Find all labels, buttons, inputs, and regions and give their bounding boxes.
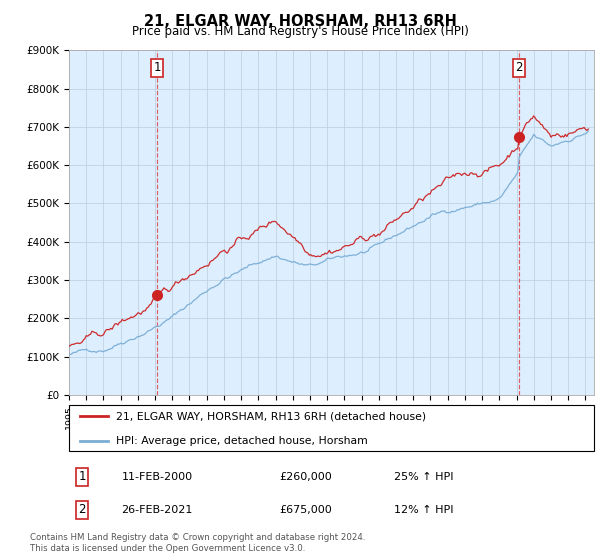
Text: 25% ↑ HPI: 25% ↑ HPI xyxy=(395,472,454,482)
Text: 26-FEB-2021: 26-FEB-2021 xyxy=(121,505,193,515)
Text: 21, ELGAR WAY, HORSHAM, RH13 6RH (detached house): 21, ELGAR WAY, HORSHAM, RH13 6RH (detach… xyxy=(116,412,427,421)
Text: 1: 1 xyxy=(79,470,86,483)
Text: 1: 1 xyxy=(154,61,161,74)
Text: 11-FEB-2000: 11-FEB-2000 xyxy=(121,472,193,482)
Text: £260,000: £260,000 xyxy=(279,472,332,482)
Text: Price paid vs. HM Land Registry's House Price Index (HPI): Price paid vs. HM Land Registry's House … xyxy=(131,25,469,38)
Text: 2: 2 xyxy=(79,503,86,516)
Text: 2: 2 xyxy=(515,61,523,74)
Text: 12% ↑ HPI: 12% ↑ HPI xyxy=(395,505,454,515)
Text: Contains HM Land Registry data © Crown copyright and database right 2024.
This d: Contains HM Land Registry data © Crown c… xyxy=(30,533,365,553)
Text: HPI: Average price, detached house, Horsham: HPI: Average price, detached house, Hors… xyxy=(116,436,368,446)
FancyBboxPatch shape xyxy=(69,405,594,451)
Text: 21, ELGAR WAY, HORSHAM, RH13 6RH: 21, ELGAR WAY, HORSHAM, RH13 6RH xyxy=(143,14,457,29)
Text: £675,000: £675,000 xyxy=(279,505,332,515)
